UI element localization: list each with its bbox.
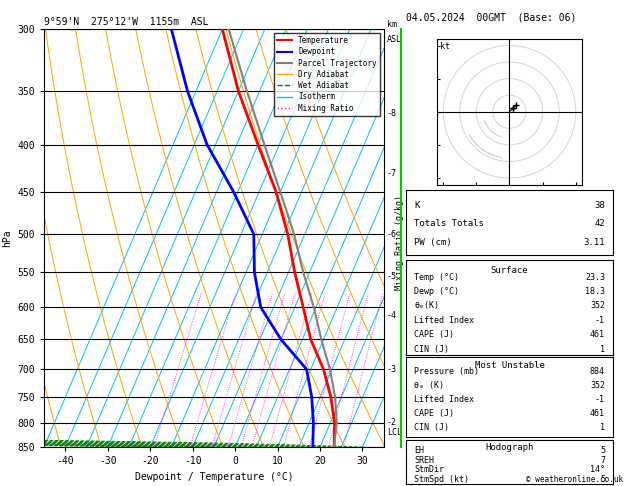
Text: Surface: Surface [491,266,528,275]
Text: 8: 8 [267,450,272,455]
Text: -7: -7 [387,169,397,178]
Text: 25: 25 [340,450,348,455]
Text: ASL: ASL [387,35,402,44]
Text: Temp (°C): Temp (°C) [414,273,459,281]
Text: 461: 461 [590,409,605,418]
Text: Lifted Index: Lifted Index [414,395,474,404]
Y-axis label: hPa: hPa [2,229,12,247]
Text: Most Unstable: Most Unstable [474,361,545,370]
Text: LCL: LCL [387,428,402,437]
Text: km: km [387,20,397,29]
Text: 38: 38 [594,201,605,210]
Text: 1: 1 [152,450,157,455]
Text: SREH: SREH [414,456,434,465]
Text: CAPE (J): CAPE (J) [414,330,454,339]
Text: -5: -5 [387,272,397,280]
Text: Hodograph: Hodograph [486,443,533,452]
Text: 1: 1 [600,345,605,354]
Text: 5: 5 [239,450,243,455]
Text: 04.05.2024  00GMT  (Base: 06): 04.05.2024 00GMT (Base: 06) [406,12,576,22]
Text: 5: 5 [600,475,605,484]
Text: 3: 3 [210,450,214,455]
Text: kt: kt [440,42,450,51]
Text: 42: 42 [594,219,605,228]
Text: 14°: 14° [590,465,605,474]
Text: 5: 5 [600,446,605,455]
Legend: Temperature, Dewpoint, Parcel Trajectory, Dry Adiabat, Wet Adiabat, Isotherm, Mi: Temperature, Dewpoint, Parcel Trajectory… [274,33,380,116]
Text: 10: 10 [279,450,287,455]
Text: 9°59'N  275°12'W  1155m  ASL: 9°59'N 275°12'W 1155m ASL [44,17,209,27]
Text: CIN (J): CIN (J) [414,423,449,432]
Text: Totals Totals: Totals Totals [414,219,484,228]
Text: Lifted Index: Lifted Index [414,316,474,325]
Text: 15: 15 [305,450,314,455]
Text: Dewp (°C): Dewp (°C) [414,287,459,296]
Text: -2: -2 [387,418,397,427]
Text: CIN (J): CIN (J) [414,345,449,354]
Text: © weatheronline.co.uk: © weatheronline.co.uk [526,474,623,484]
Text: 352: 352 [590,301,605,311]
Text: 4: 4 [226,450,230,455]
Text: Mixing Ratio (g/kg): Mixing Ratio (g/kg) [395,195,404,291]
Text: 2: 2 [187,450,192,455]
Text: -6: -6 [387,230,397,239]
Text: Pressure (mb): Pressure (mb) [414,367,479,376]
Text: 1: 1 [600,423,605,432]
Text: 461: 461 [590,330,605,339]
X-axis label: Dewpoint / Temperature (°C): Dewpoint / Temperature (°C) [135,472,293,482]
Text: 352: 352 [590,381,605,390]
Text: EH: EH [414,446,424,455]
Text: -8: -8 [387,109,397,118]
Text: -4: -4 [387,311,397,320]
Text: 23.3: 23.3 [585,273,605,281]
Text: θₑ(K): θₑ(K) [414,301,439,311]
Text: CAPE (J): CAPE (J) [414,409,454,418]
Text: 6: 6 [250,450,254,455]
Text: 20: 20 [325,450,333,455]
Text: -1: -1 [595,316,605,325]
Text: 884: 884 [590,367,605,376]
Text: K: K [414,201,420,210]
Text: 3.11: 3.11 [584,238,605,246]
Text: StmDir: StmDir [414,465,444,474]
Text: 18.3: 18.3 [585,287,605,296]
Text: θₑ (K): θₑ (K) [414,381,444,390]
Text: StmSpd (kt): StmSpd (kt) [414,475,469,484]
Text: 7: 7 [600,456,605,465]
Text: PW (cm): PW (cm) [414,238,452,246]
Text: -3: -3 [387,364,397,374]
Text: -1: -1 [595,395,605,404]
